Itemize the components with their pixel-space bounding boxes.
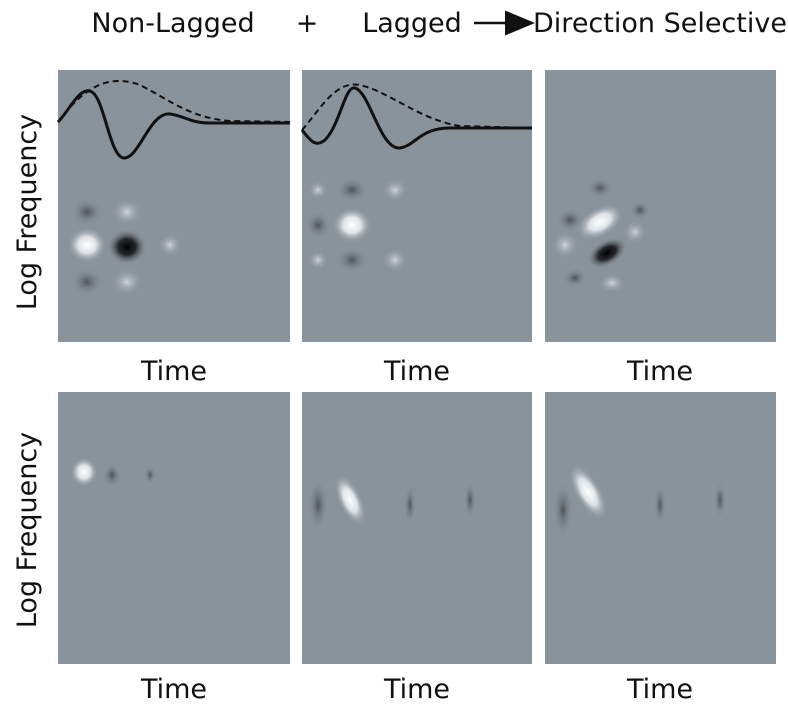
y-label: Log Frequency — [12, 114, 43, 310]
header-item: Lagged — [362, 8, 462, 39]
header-item: + — [296, 8, 319, 39]
x-label: Time — [626, 356, 693, 387]
header-item: Non-Lagged — [91, 8, 254, 39]
x-label: Time — [140, 356, 207, 387]
x-label: Time — [383, 674, 450, 704]
x-label: Time — [383, 356, 450, 387]
panel — [58, 392, 290, 664]
header-item: Direction Selective — [533, 8, 787, 39]
x-label: Time — [626, 674, 693, 704]
x-label: Time — [140, 674, 207, 704]
panel — [58, 70, 290, 342]
panel — [302, 70, 532, 342]
y-label: Log Frequency — [12, 432, 43, 628]
panel — [545, 392, 776, 664]
panel — [302, 392, 532, 664]
figure: Non-Lagged + Lagged Direction Selective … — [0, 0, 788, 704]
panel — [545, 70, 776, 342]
